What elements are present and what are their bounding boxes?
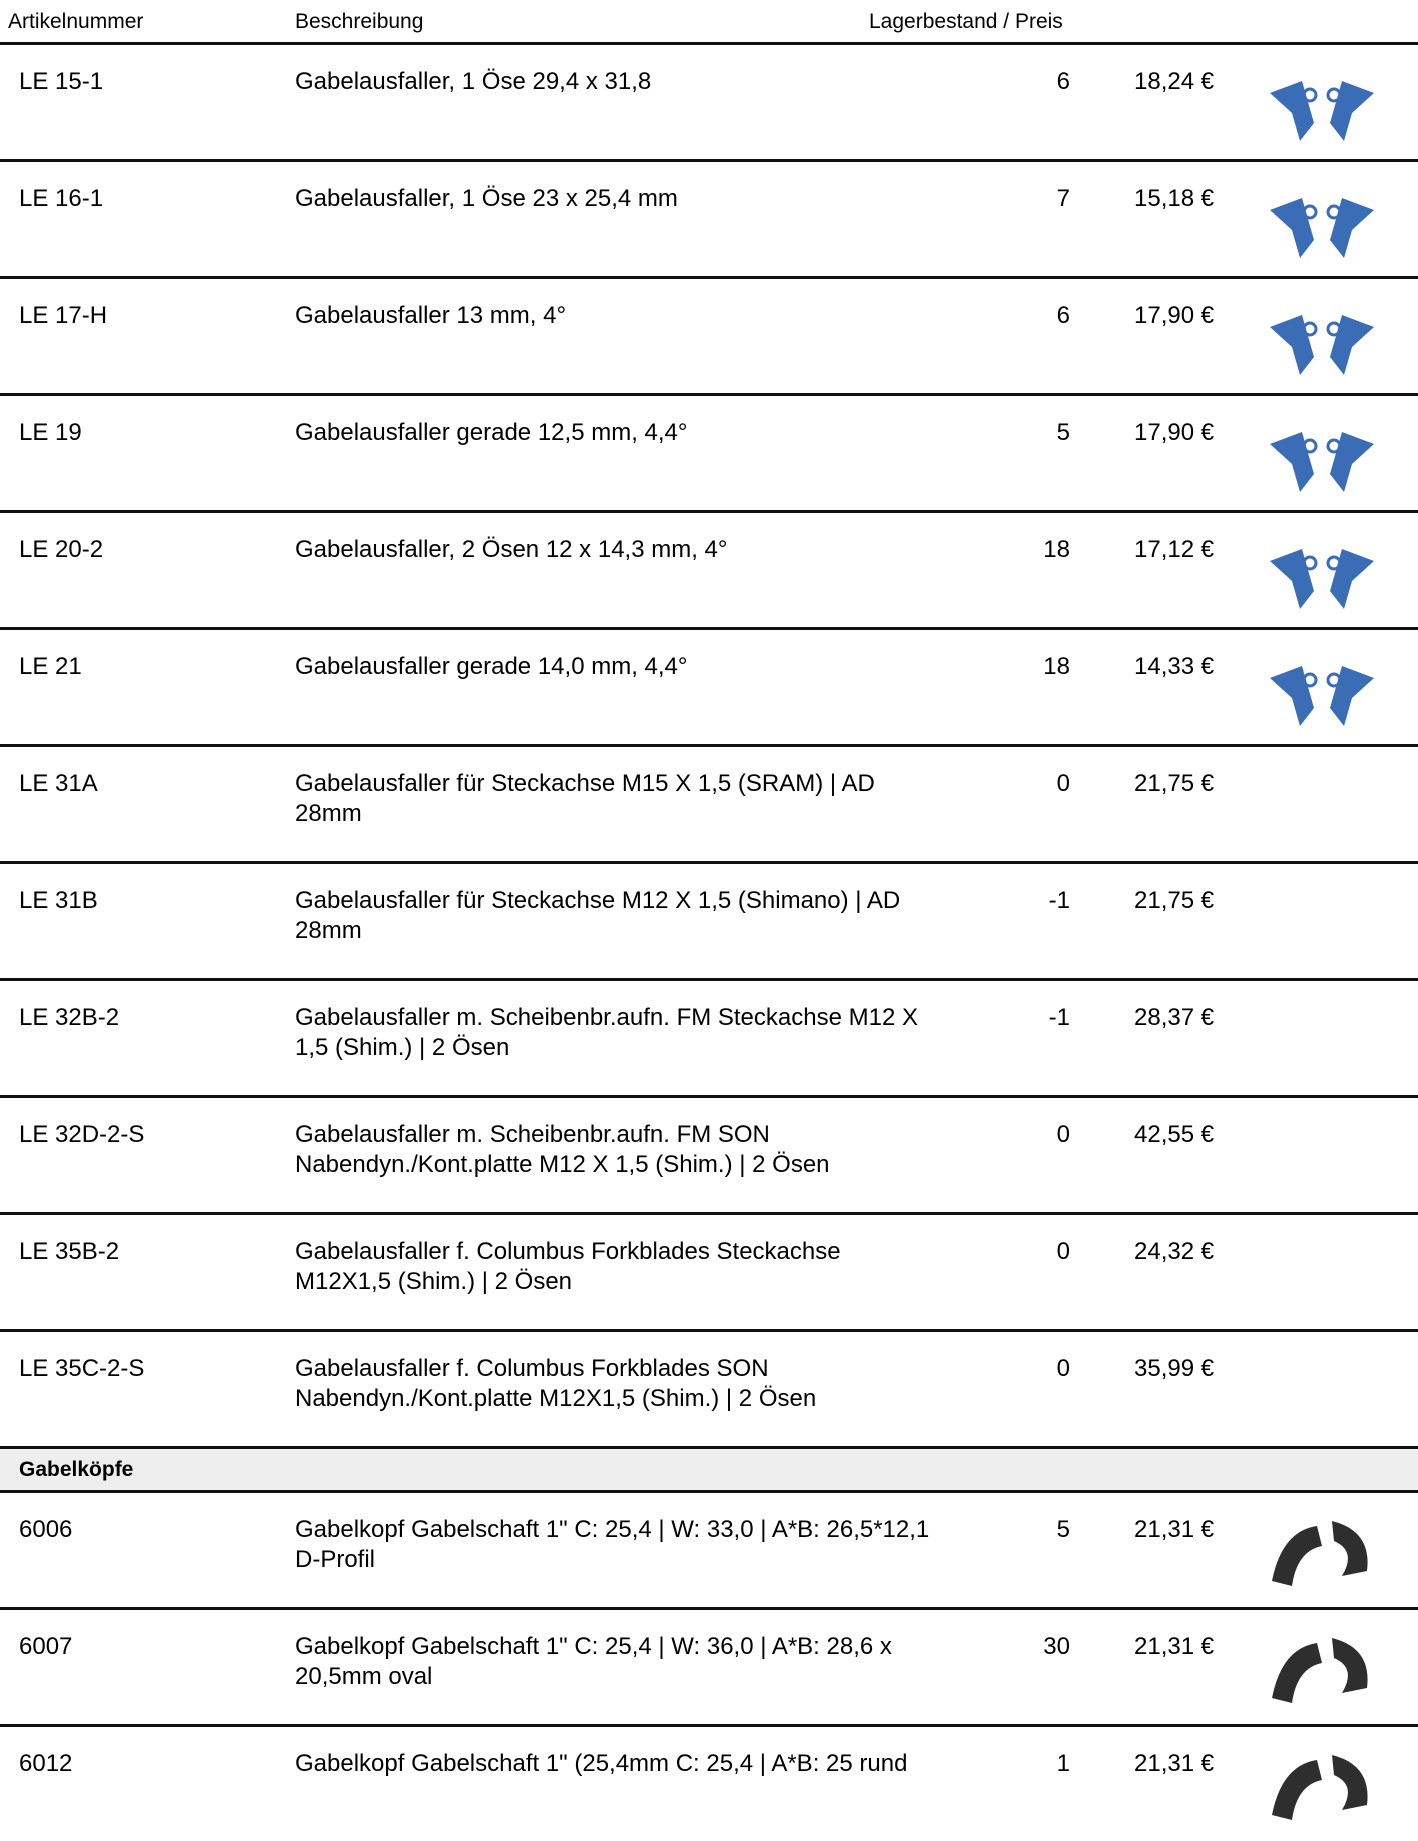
product-image	[1262, 1745, 1382, 1830]
description: Gabelausfaller 13 mm, 4°	[295, 301, 935, 331]
table-row: LE 21 Gabelausfaller gerade 14,0 mm, 4,4°…	[0, 627, 1418, 744]
article-number: LE 35C-2-S	[19, 1354, 144, 1384]
stock: 5	[960, 1515, 1070, 1545]
article-number: LE 15-1	[19, 67, 103, 97]
section-title: Gabelköpfe	[19, 1458, 133, 1482]
stock: 18	[960, 535, 1070, 565]
description: Gabelausfaller, 1 Öse 23 x 25,4 mm	[295, 184, 935, 214]
table-row: LE 32D-2-S Gabelausfaller m. Scheibenbr.a…	[0, 1095, 1418, 1212]
table-row: LE 16-1 Gabelausfaller, 1 Öse 23 x 25,4 m…	[0, 159, 1418, 276]
price: 17,90 €	[1134, 418, 1214, 448]
table-row: LE 19 Gabelausfaller gerade 12,5 mm, 4,4°…	[0, 393, 1418, 510]
article-number: LE 20-2	[19, 535, 103, 565]
table-row: LE 35C-2-S Gabelausfaller f. Columbus For…	[0, 1329, 1418, 1446]
stock: 18	[960, 652, 1070, 682]
description: Gabelausfaller für Steckachse M12 X 1,5 …	[295, 886, 935, 946]
table-row: LE 32B-2 Gabelausfaller m. Scheibenbr.auf…	[0, 978, 1418, 1095]
description: Gabelausfaller, 2 Ösen 12 x 14,3 mm, 4°	[295, 535, 935, 565]
article-number: LE 19	[19, 418, 82, 448]
table-row: 6006 Gabelkopf Gabelschaft 1" C: 25,4 | W…	[0, 1490, 1418, 1607]
article-number: LE 16-1	[19, 184, 103, 214]
description: Gabelausfaller gerade 12,5 mm, 4,4°	[295, 418, 935, 448]
table-row: LE 35B-2 Gabelausfaller f. Columbus Forkb…	[0, 1212, 1418, 1329]
price: 21,31 €	[1134, 1749, 1214, 1779]
table-row: LE 20-2 Gabelausfaller, 2 Ösen 12 x 14,3 …	[0, 510, 1418, 627]
column-header: Artikelnummer	[8, 10, 143, 34]
table-row: 6012 Gabelkopf Gabelschaft 1" (25,4mm C: …	[0, 1724, 1418, 1841]
description: Gabelausfaller m. Scheibenbr.aufn. FM SO…	[295, 1120, 935, 1180]
table-row: LE 31B Gabelausfaller für Steckachse M12 …	[0, 861, 1418, 978]
article-number: LE 21	[19, 652, 82, 682]
description: Gabelausfaller für Steckachse M15 X 1,5 …	[295, 769, 935, 829]
price: 18,24 €	[1134, 67, 1214, 97]
product-image	[1262, 1511, 1382, 1596]
product-image	[1262, 297, 1382, 382]
stock: 6	[960, 67, 1070, 97]
price: 14,33 €	[1134, 652, 1214, 682]
price: 15,18 €	[1134, 184, 1214, 214]
table-row: 6007 Gabelkopf Gabelschaft 1" C: 25,4 | W…	[0, 1607, 1418, 1724]
section-header: Gabelköpfe	[0, 1446, 1418, 1490]
stock: -1	[960, 886, 1070, 916]
stock: 0	[960, 1120, 1070, 1150]
table-row: LE 31A Gabelausfaller für Steckachse M15 …	[0, 744, 1418, 861]
product-image	[1262, 63, 1382, 148]
article-number: LE 17-H	[19, 301, 107, 331]
article-number: LE 31B	[19, 886, 98, 916]
column-header: Lagerbestand / Preis	[869, 10, 1063, 34]
price: 21,31 €	[1134, 1632, 1214, 1662]
price: 21,75 €	[1134, 886, 1214, 916]
description: Gabelausfaller gerade 14,0 mm, 4,4°	[295, 652, 935, 682]
description: Gabelausfaller, 1 Öse 29,4 x 31,8	[295, 67, 935, 97]
price: 24,32 €	[1134, 1237, 1214, 1267]
article-number: 6012	[19, 1749, 72, 1779]
stock: 0	[960, 769, 1070, 799]
article-number: LE 31A	[19, 769, 98, 799]
stock: 30	[960, 1632, 1070, 1662]
price: 35,99 €	[1134, 1354, 1214, 1384]
description: Gabelkopf Gabelschaft 1" (25,4mm C: 25,4…	[295, 1749, 935, 1779]
article-number: 6007	[19, 1632, 72, 1662]
description: Gabelausfaller f. Columbus Forkblades St…	[295, 1237, 935, 1297]
article-number: 6006	[19, 1515, 72, 1545]
price: 28,37 €	[1134, 1003, 1214, 1033]
description: Gabelkopf Gabelschaft 1" C: 25,4 | W: 33…	[295, 1515, 935, 1575]
product-image	[1262, 414, 1382, 499]
product-image	[1262, 531, 1382, 616]
article-number: LE 32B-2	[19, 1003, 119, 1033]
column-header: Beschreibung	[295, 10, 423, 34]
table-row: LE 15-1 Gabelausfaller, 1 Öse 29,4 x 31,8…	[0, 42, 1418, 159]
product-image	[1262, 1628, 1382, 1713]
stock: 1	[960, 1749, 1070, 1779]
price: 21,31 €	[1134, 1515, 1214, 1545]
stock: 5	[960, 418, 1070, 448]
price: 21,75 €	[1134, 769, 1214, 799]
stock: 6	[960, 301, 1070, 331]
description: Gabelkopf Gabelschaft 1" C: 25,4 | W: 36…	[295, 1632, 935, 1692]
product-image	[1262, 180, 1382, 265]
price: 17,12 €	[1134, 535, 1214, 565]
product-image	[1262, 648, 1382, 733]
description: Gabelausfaller f. Columbus Forkblades SO…	[295, 1354, 935, 1414]
table-row: LE 17-H Gabelausfaller 13 mm, 4° 6 17,90 €	[0, 276, 1418, 393]
article-number: LE 32D-2-S	[19, 1120, 144, 1150]
stock: 7	[960, 184, 1070, 214]
stock: 0	[960, 1237, 1070, 1267]
price: 42,55 €	[1134, 1120, 1214, 1150]
article-number: LE 35B-2	[19, 1237, 119, 1267]
page: Artikelnummer Beschreibung Lagerbestand …	[0, 0, 1418, 1841]
description: Gabelausfaller m. Scheibenbr.aufn. FM St…	[295, 1003, 935, 1063]
stock: 0	[960, 1354, 1070, 1384]
stock: -1	[960, 1003, 1070, 1033]
price: 17,90 €	[1134, 301, 1214, 331]
